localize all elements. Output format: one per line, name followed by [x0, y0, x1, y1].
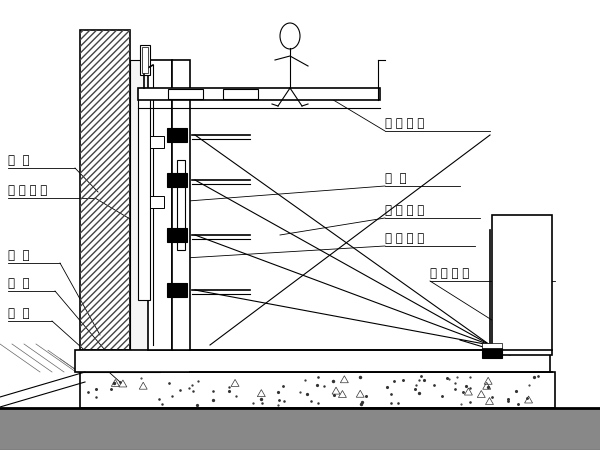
Bar — [150, 136, 164, 148]
Bar — [80, 372, 555, 408]
Bar — [148, 60, 172, 350]
Bar — [150, 196, 164, 208]
Bar — [167, 128, 187, 142]
Bar — [75, 350, 550, 372]
Bar — [172, 60, 190, 350]
Text: 垫  层: 垫 层 — [8, 307, 29, 320]
Text: 调 节 丝 杆: 调 节 丝 杆 — [430, 267, 469, 280]
Bar — [167, 228, 187, 242]
Text: 防 水 保 护: 防 水 保 护 — [8, 184, 47, 197]
Bar — [138, 88, 380, 100]
Text: 底  板: 底 板 — [8, 277, 29, 290]
Text: 埋 件 系 统: 埋 件 系 统 — [385, 232, 424, 245]
Bar — [492, 215, 552, 355]
Bar — [80, 350, 160, 372]
Bar — [167, 283, 187, 297]
Bar — [80, 30, 130, 350]
Bar — [223, 89, 258, 99]
Bar — [167, 173, 187, 187]
Bar — [138, 88, 150, 300]
Text: 模  板: 模 板 — [385, 172, 407, 185]
Bar — [130, 60, 148, 350]
Bar — [0, 408, 600, 450]
Bar — [177, 160, 185, 250]
Bar — [140, 45, 150, 75]
Text: 墙  体: 墙 体 — [8, 154, 29, 167]
Text: 操 作 平 台: 操 作 平 台 — [385, 117, 424, 130]
Bar — [168, 89, 203, 99]
Bar — [80, 30, 130, 350]
Text: 单 侧 支 架: 单 侧 支 架 — [385, 204, 424, 217]
Bar — [482, 343, 502, 348]
Text: 导  墙: 导 墙 — [8, 249, 29, 262]
Bar — [482, 348, 502, 358]
Ellipse shape — [280, 23, 300, 49]
Bar — [142, 47, 148, 73]
